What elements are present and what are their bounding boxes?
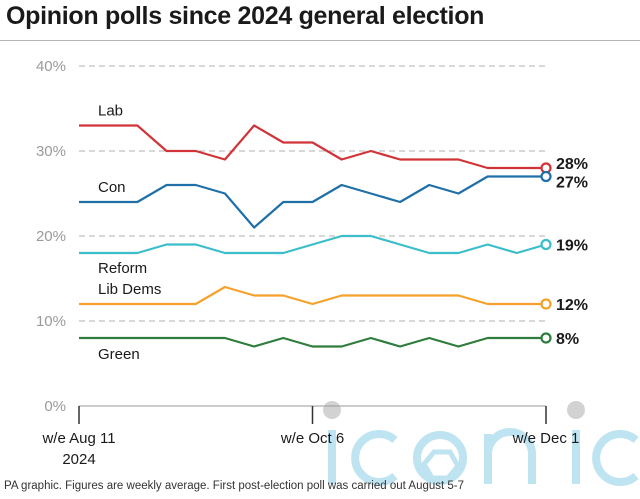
chart-title: Opinion polls since 2024 general electio… <box>6 2 485 30</box>
series-end-marker <box>540 170 552 183</box>
x-tick-label: w/e Oct 6 <box>280 430 344 447</box>
footer-note: PA graphic. Figures are weekly average. … <box>4 480 465 492</box>
series-name-label: Con <box>98 179 126 196</box>
x-tick-label: w/e Aug 11 <box>41 430 115 447</box>
y-tick-label: 10% <box>36 313 66 330</box>
series-name-label: Reform <box>98 260 147 277</box>
y-tick-label: 40% <box>36 58 66 75</box>
y-tick-label: 0% <box>44 398 66 415</box>
series-lines: 28% Lab 27% Con 19% Reform 12% Lib Dems 8% Green <box>79 103 588 363</box>
series-end-label: 12% <box>556 297 588 314</box>
series-name-label: Lib Dems <box>98 281 161 298</box>
grid-lines <box>79 65 546 322</box>
series-end-marker <box>540 298 552 310</box>
series-name-label: Lab <box>98 103 123 120</box>
title-divider <box>0 40 640 41</box>
series-line-lib-dems <box>79 285 546 306</box>
series-line-lab <box>79 124 546 170</box>
series-end-label: 19% <box>556 238 588 255</box>
y-tick-label: 20% <box>36 228 66 245</box>
series-name-label: Green <box>98 346 140 363</box>
series-end-label: 28% <box>556 156 588 173</box>
series-line-reform <box>79 234 547 255</box>
iconic-watermark <box>323 401 639 486</box>
y-tick-label: 30% <box>36 143 66 160</box>
series-line-con <box>79 175 546 229</box>
series-line-green <box>79 336 546 348</box>
y-axis-ticks: 0% 10% 20% 30% 40% <box>36 58 66 415</box>
x-axis: w/e Aug 11 2024 w/e Oct 6 w/e Dec 1 <box>41 405 580 468</box>
series-end-label: 8% <box>556 331 579 348</box>
series-end-marker <box>540 332 552 344</box>
x-tick-label: w/e Dec 1 <box>512 430 580 447</box>
series-end-marker <box>540 238 552 251</box>
series-end-label: 27% <box>556 175 588 192</box>
x-tick-sublabel: 2024 <box>62 451 95 468</box>
